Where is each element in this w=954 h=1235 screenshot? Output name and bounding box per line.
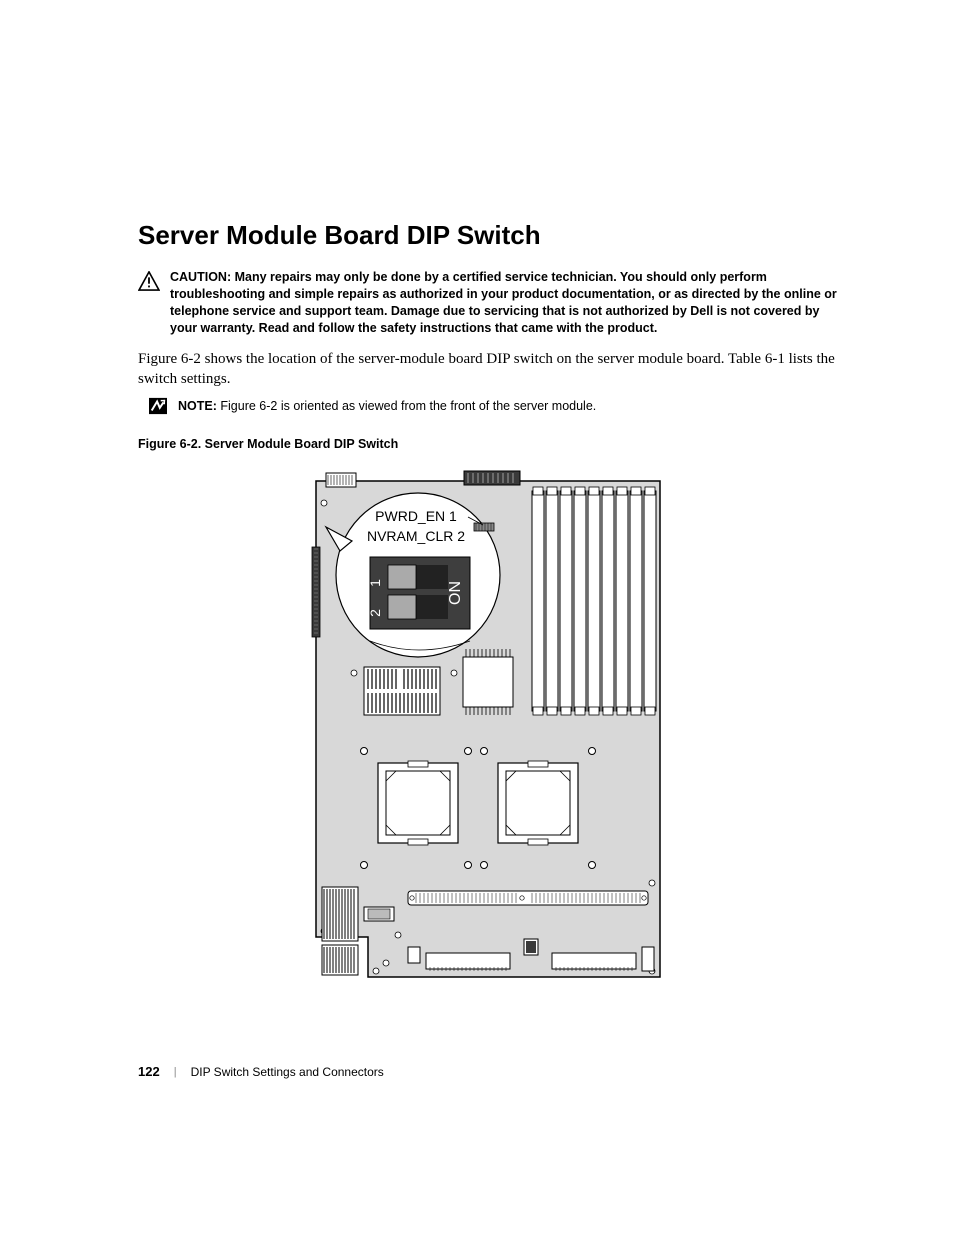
figure-caption: Figure 6-2. Server Module Board DIP Swit… [138,437,838,451]
cpu-socket-2 [498,761,578,845]
page-footer: 122 | DIP Switch Settings and Connectors [138,1064,384,1079]
caution-label: CAUTION: [170,270,231,284]
note-icon [148,397,168,415]
callout-nvram-clr: NVRAM_CLR 2 [367,528,465,544]
caution-text: CAUTION: Many repairs may only be done b… [170,269,838,337]
dip-label-2: 2 [367,609,383,617]
cpu-socket-1 [378,761,458,845]
footer-separator: | [174,1066,177,1078]
dip-label-on: ON [447,581,464,605]
note-label: NOTE: [178,399,217,413]
caution-icon [138,271,160,291]
footer-section: DIP Switch Settings and Connectors [191,1065,384,1079]
dimm-slots [532,491,656,711]
caution-block: CAUTION: Many repairs may only be done b… [138,269,838,337]
note-body: Figure 6-2 is oriented as viewed from th… [220,399,596,413]
note-text: NOTE: Figure 6-2 is oriented as viewed f… [178,399,596,413]
note-block: NOTE: Figure 6-2 is oriented as viewed f… [148,397,838,415]
page-title: Server Module Board DIP Switch [138,220,838,251]
figure-wrap: PWRD_EN 1 NVRAM_CLR 2 1 2 ON [138,467,838,987]
board-diagram: PWRD_EN 1 NVRAM_CLR 2 1 2 ON [308,467,668,987]
body-text: Figure 6-2 shows the location of the ser… [138,349,838,390]
dip-label-1: 1 [367,579,383,587]
caution-body: Many repairs may only be done by a certi… [170,270,837,335]
callout-pwrd-en: PWRD_EN 1 [375,508,457,524]
page-number: 122 [138,1064,160,1079]
